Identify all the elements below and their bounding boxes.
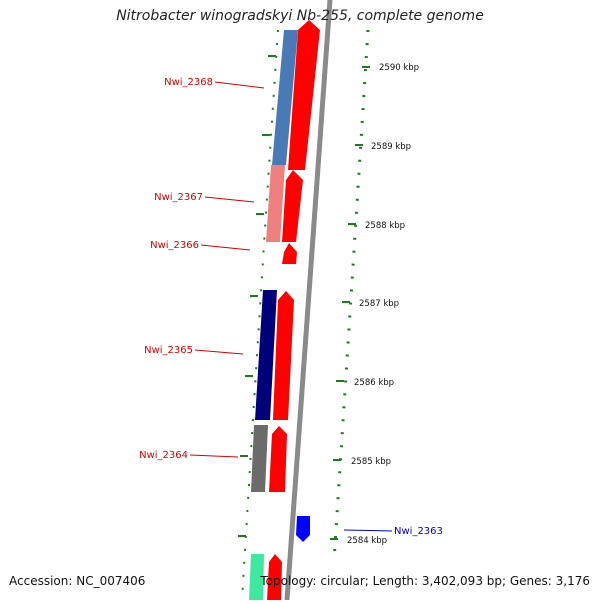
gene-label-Nwi_2364[interactable]: Nwi_2364: [139, 450, 188, 461]
tick-label-2588: 2588 kbp: [365, 221, 405, 231]
leader-line-Nwi_2363: [343, 529, 393, 532]
inner-major-ticks: [238, 55, 276, 537]
tick-label-2589: 2589 kbp: [371, 142, 411, 152]
feature-block-steelblue: [272, 30, 298, 165]
feature-block-aquamarine: [249, 554, 264, 600]
tick-label-2587: 2587 kbp: [359, 299, 399, 309]
gene-label-Nwi_2365[interactable]: Nwi_2365: [144, 345, 193, 356]
gene-arrow[interactable]: [267, 554, 282, 600]
gene-next-partial[interactable]: [267, 554, 282, 600]
gene-arrow[interactable]: [273, 291, 294, 420]
genome-summary-label: Topology: circular; Length: 3,402,093 bp…: [260, 574, 590, 588]
map-title: Nitrobacter winogradskyi Nb-255, complet…: [116, 8, 484, 24]
feature-block-navy: [255, 290, 277, 420]
accession-label: Accession: NC_007406: [9, 574, 146, 588]
outer-minor-ticks: [332, 29, 370, 561]
feature-block-gray: [251, 425, 268, 492]
gene-label-Nwi_2366[interactable]: Nwi_2366: [150, 240, 199, 251]
genome-backbone: [284, 0, 333, 601]
tick-label-2584: 2584 kbp: [347, 536, 387, 546]
gene-Nwi_2364[interactable]: [269, 426, 287, 492]
gene-arrow-reverse[interactable]: [296, 516, 310, 542]
leader-line-Nwi_2365: [194, 349, 244, 355]
gene-label-Nwi_2368[interactable]: Nwi_2368: [164, 77, 213, 88]
gene-arrow[interactable]: [282, 170, 303, 242]
feature-block-lightcoral: [266, 165, 285, 242]
gene-Nwi_2366[interactable]: [282, 243, 297, 264]
gene-label-Nwi_2363[interactable]: Nwi_2363: [394, 526, 443, 537]
gene-arrow[interactable]: [269, 426, 287, 492]
gene-label-Nwi_2367[interactable]: Nwi_2367: [154, 192, 203, 203]
tick-label-2585: 2585 kbp: [351, 457, 391, 467]
tick-label-2590: 2590 kbp: [379, 63, 419, 73]
gene-arrow[interactable]: [282, 243, 297, 264]
leader-line-Nwi_2366: [200, 244, 251, 251]
gene-arrow[interactable]: [288, 20, 320, 170]
gene-Nwi_2363[interactable]: [296, 516, 310, 542]
gene-Nwi_2368[interactable]: [288, 20, 320, 170]
tick-label-2586: 2586 kbp: [354, 378, 394, 388]
gene-Nwi_2367[interactable]: [282, 170, 303, 242]
outer-major-ticks: [330, 66, 370, 540]
gene-Nwi_2365[interactable]: [273, 291, 294, 420]
leader-line-Nwi_2367: [204, 196, 255, 203]
leader-line-Nwi_2368: [214, 81, 265, 89]
leader-line-Nwi_2364: [189, 454, 239, 458]
